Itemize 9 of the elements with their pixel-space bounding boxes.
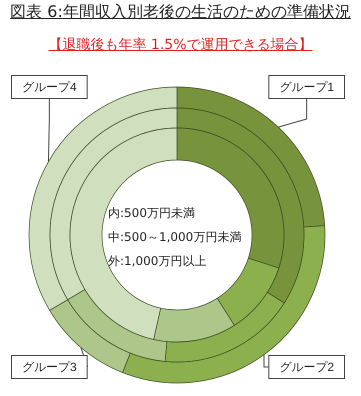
slice-label: グループ1 [279,80,334,94]
chart-title: 図表 6:年間収入別老後の生活のための準備状況 [10,2,351,21]
text: 中:500～1,000万円未満 [108,230,242,244]
slice-label: グループ4 [22,80,77,94]
chart-subtitle: 【退職後も年率 1.5%で運用できる場合】 [48,37,313,53]
text: 外:1,000万円以上 [108,254,206,268]
text: 内:500万円未満 [108,206,195,220]
slice-label: グループ2 [279,360,334,374]
slice-label: グループ3 [22,360,77,374]
